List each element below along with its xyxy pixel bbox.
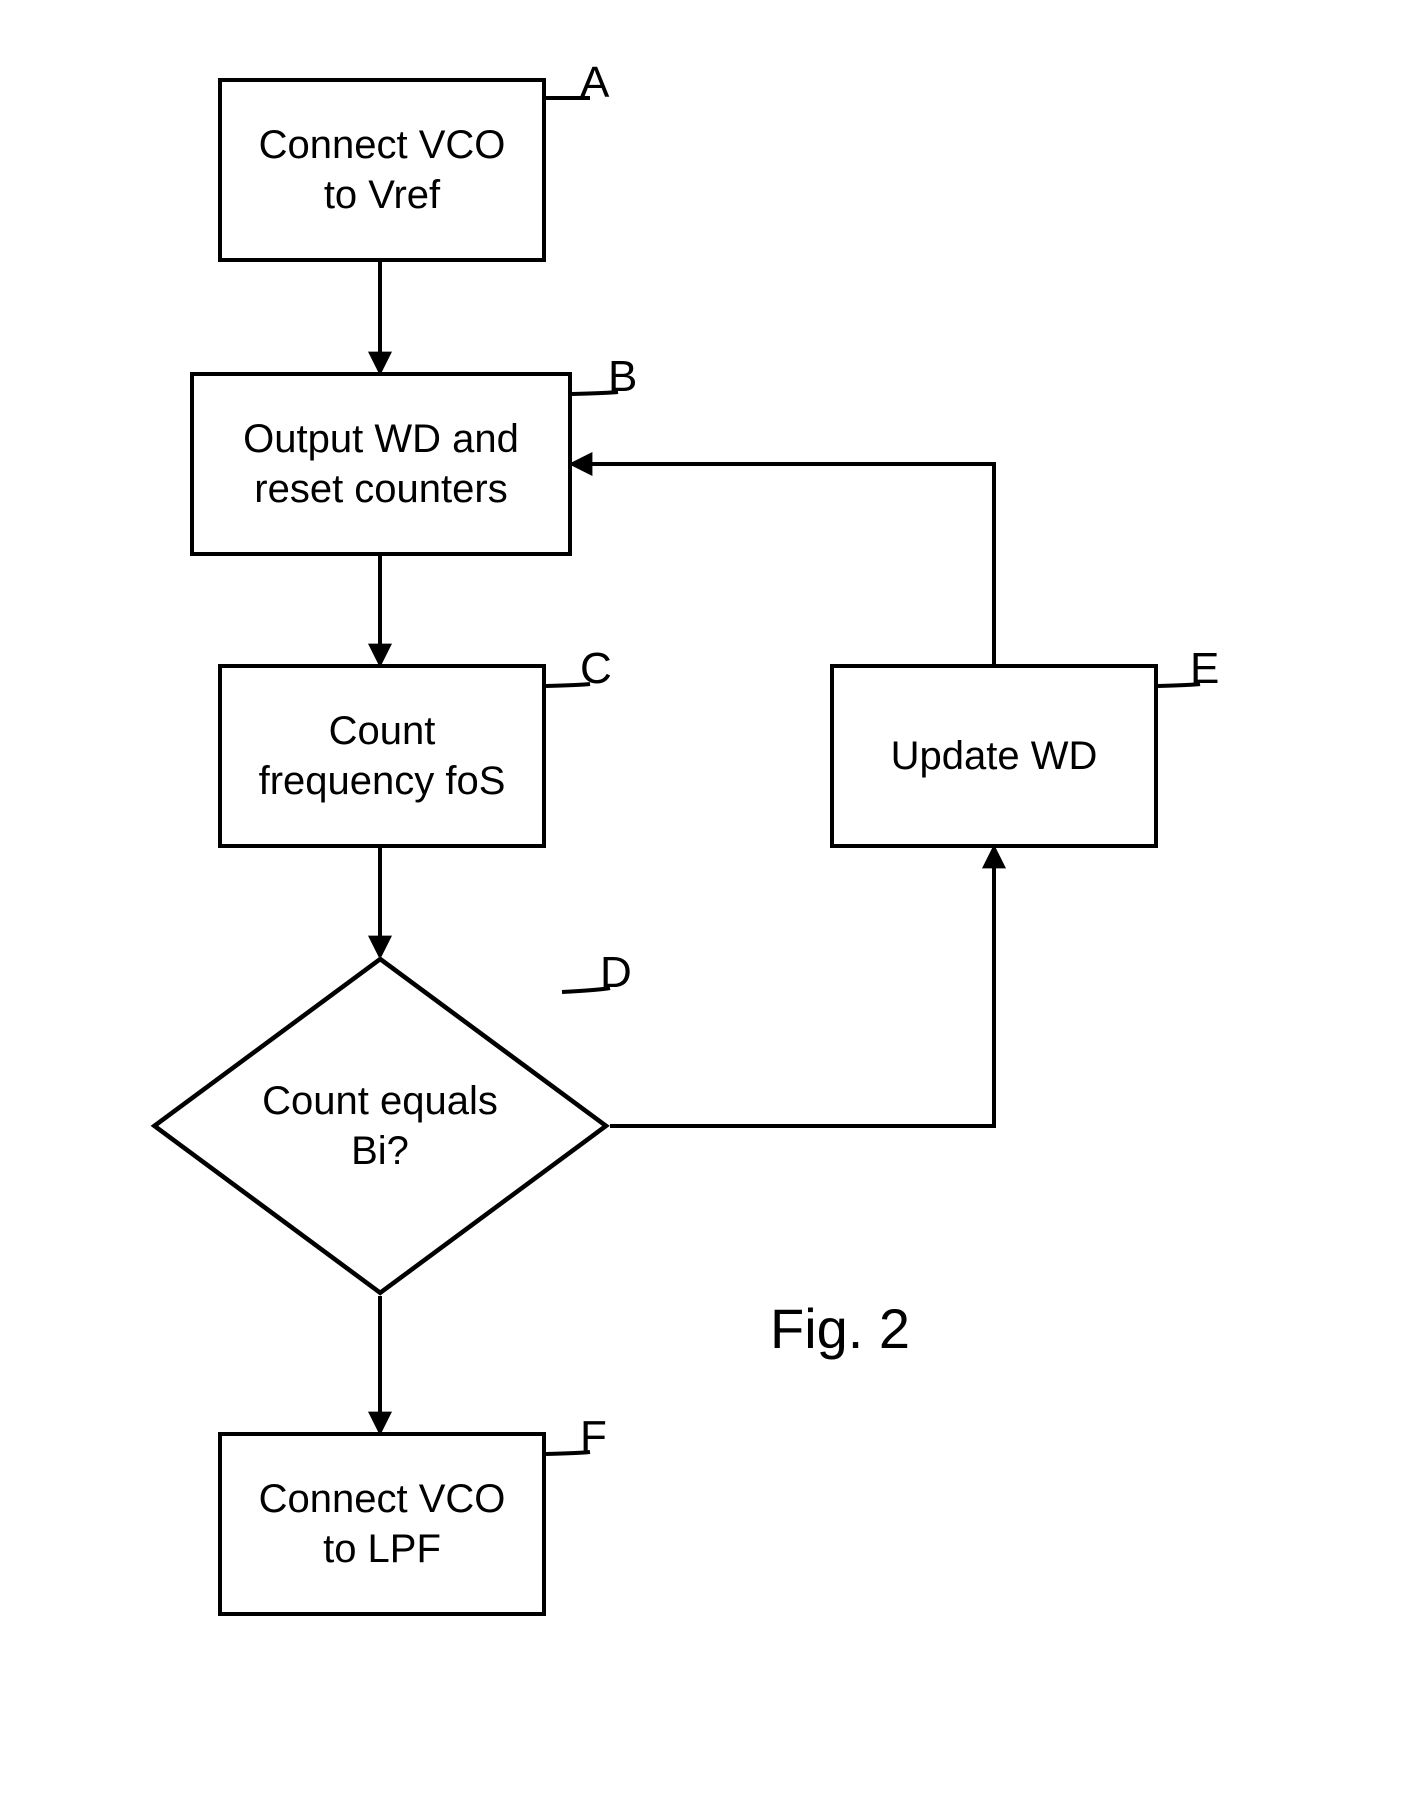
node-count-frequency: Countfrequency foS (218, 664, 546, 848)
node-letter-f: F (580, 1412, 607, 1462)
node-letter-a: A (580, 58, 609, 108)
node-label: Countfrequency foS (259, 706, 506, 806)
node-decision-count-equals: Count equalsBi? (150, 956, 610, 1296)
node-output-wd-reset: Output WD andreset counters (190, 372, 572, 556)
node-letter-d: D (600, 948, 632, 998)
node-letter-b: B (608, 352, 637, 402)
node-label: Connect VCOto Vref (259, 120, 506, 220)
node-update-wd: Update WD (830, 664, 1158, 848)
node-label: Output WD andreset counters (243, 414, 519, 514)
edge-D-E (610, 848, 994, 1126)
node-connect-vco-lpf: Connect VCOto LPF (218, 1432, 546, 1616)
flowchart-diagram: Connect VCOto Vref Output WD andreset co… (0, 0, 1409, 1812)
node-label: Update WD (891, 731, 1098, 781)
figure-caption: Fig. 2 (770, 1296, 910, 1361)
node-letter-e: E (1190, 644, 1219, 694)
node-label: Count equalsBi? (262, 1076, 498, 1176)
node-connect-vco-vref: Connect VCOto Vref (218, 78, 546, 262)
node-label-wrap: Count equalsBi? (150, 956, 610, 1296)
edge-E-B (572, 464, 994, 664)
node-letter-c: C (580, 644, 612, 694)
node-label: Connect VCOto LPF (259, 1474, 506, 1574)
connectors-layer (0, 0, 1409, 1812)
